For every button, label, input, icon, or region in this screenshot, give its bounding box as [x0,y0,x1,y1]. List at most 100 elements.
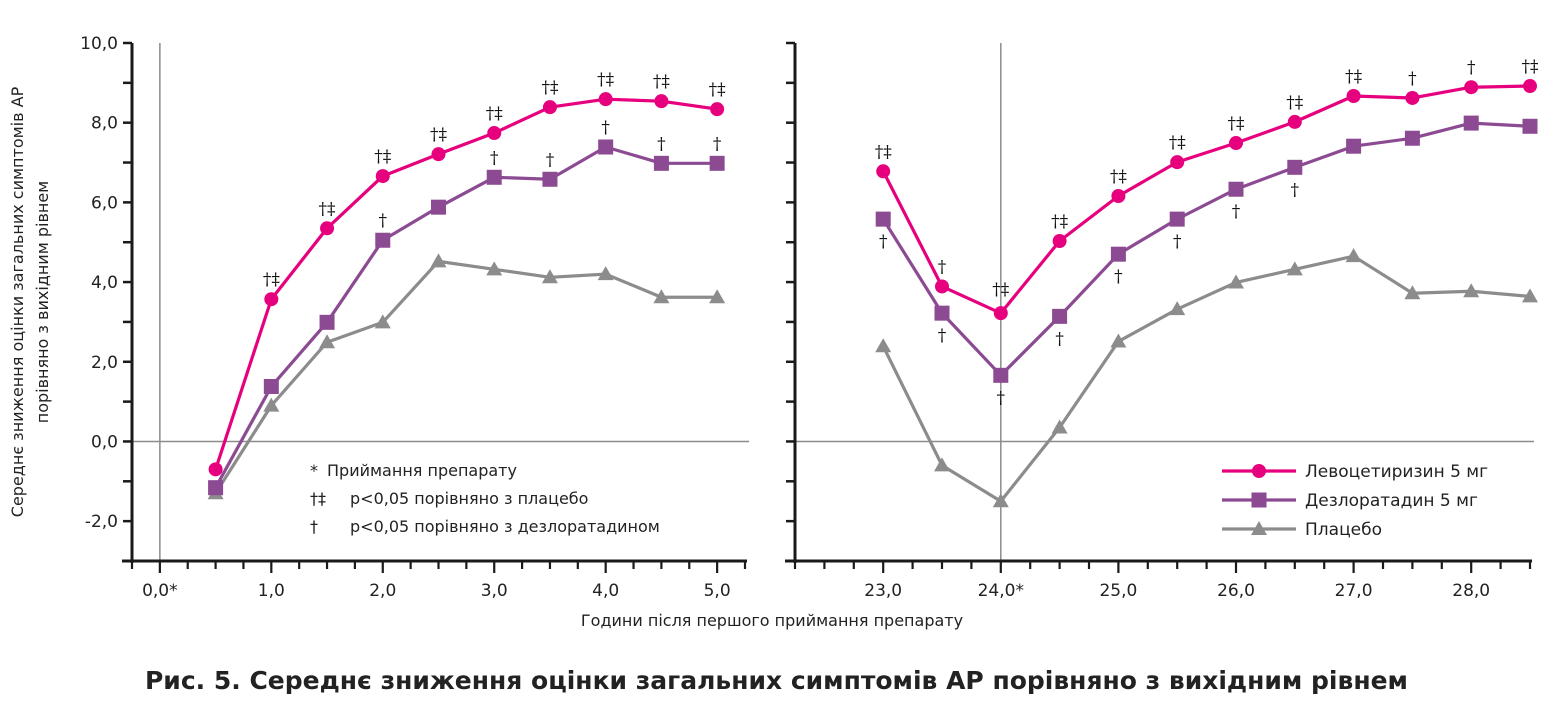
data-point-levo [542,100,557,115]
chart: Середнє зниження оцінки загальних симпто… [8,34,1540,630]
legend-item-desl: Дезлоратадин 5 мг [1222,491,1478,511]
data-point-plac [1286,261,1303,276]
significance-mark-levo: †‡ [263,270,281,290]
significance-mark-desl: † [713,134,722,154]
series-line-plac [881,254,1531,503]
data-point-desl [653,155,669,171]
data-point-plac [597,266,614,281]
x-tick-label: 27,0 [1335,581,1373,601]
data-point-desl [1228,181,1244,197]
data-point-plac [374,314,391,329]
legend-label-desl: Дезлоратадин 5 мг [1305,491,1478,511]
x-tick-label: 5,0 [704,581,731,601]
data-point-desl [1169,211,1185,227]
note-symbol-asterisk: * [310,461,318,480]
x-tick-label: 1,0 [258,581,285,601]
series-desl: † † † † † † † † [875,115,1538,408]
data-point-levo [431,147,446,162]
significance-mark-levo: †‡ [875,142,893,162]
data-point-levo [1523,79,1537,94]
data-point-desl [263,378,279,394]
significance-mark-levo: †‡ [541,78,559,98]
data-point-levo [1229,136,1243,151]
x-tick-label: 3,0 [481,581,508,601]
legend-label-plac: Плацебо [1305,520,1382,540]
data-point-levo [320,221,335,236]
x-tick-label: 23,0 [864,581,902,601]
data-point-desl [319,314,335,330]
significance-mark-desl: † [546,150,555,170]
data-point-desl [875,211,891,227]
data-point-plac [709,289,726,304]
note-text-asterisk: Приймання препарату [327,461,517,480]
x-axis-label: Години після першого приймання препарату [581,611,963,630]
data-point-desl [1463,115,1479,131]
data-point-plac [934,457,950,472]
data-point-levo [1287,114,1302,129]
legend-marker-circle-icon [1252,464,1266,478]
legend-label-levo: Левоцетиризин 5 мг [1305,462,1488,482]
y-axis-label: Середнє зниження оцінки загальних симпто… [8,86,52,517]
data-point-desl [542,171,558,187]
significance-mark-levo: †‡ [1286,93,1304,113]
y-axis-label-line-1: Середнє зниження оцінки загальних симпто… [8,86,27,517]
data-point-levo [264,292,279,307]
data-point-desl [1522,118,1538,134]
data-point-levo [654,94,669,109]
significance-mark-desl: † [1291,180,1300,200]
significance-mark-levo: †‡ [597,70,615,90]
data-point-desl [208,480,224,496]
data-point-desl [1052,308,1068,324]
significance-mark-levo: †‡ [319,199,337,219]
y-tick-label: 10,0 [80,34,118,54]
figure-caption: Рис. 5. Середнє зниження оцінки загальни… [144,666,1408,695]
data-point-plac [1463,283,1480,298]
significance-mark-desl: † [879,232,888,252]
x-tick-label: 25,0 [1099,581,1137,601]
series-line-desl [881,121,1531,377]
significance-mark-desl: † [1114,267,1123,287]
data-point-plac [486,261,503,276]
significance-mark-desl: † [997,388,1006,408]
data-point-levo [1464,80,1479,95]
data-point-levo [1405,90,1420,105]
significance-mark-levo: †‡ [430,125,448,145]
data-point-desl [934,305,950,321]
data-point-plac [1110,333,1127,348]
series-plac [875,248,1538,508]
data-point-levo [598,92,613,107]
data-point-plac [1522,288,1538,303]
series-plac [207,253,726,500]
significance-mark-desl: † [657,134,666,154]
y-tick-label: 8,0 [91,114,118,134]
data-point-desl [1404,130,1420,146]
x-tick-label: 2,0 [369,581,396,601]
legend-marker-square-icon [1251,492,1267,508]
series-line-levo [214,97,718,470]
series-levo: †‡ †‡ †‡ †‡ †‡ †‡ †‡ †‡ †‡ [208,70,727,477]
significance-mark-desl: † [379,211,388,231]
significance-mark-levo: †‡ [1051,212,1069,232]
data-point-levo [1346,88,1361,103]
x-tick-label: 24,0* [978,581,1024,601]
significance-mark-levo: †‡ [1169,133,1187,153]
y-axis-label-line-2: порівняно з вихідним рівнем [33,181,52,424]
legend-item-levo: Левоцетиризин 5 мг [1222,462,1488,482]
x-tick-label: 26,0 [1217,581,1255,601]
significance-mark-levo: †‡ [486,104,504,124]
legend-item-plac: Плацебо [1222,520,1382,540]
significance-mark-levo: †‡ [374,147,392,167]
significance-mark-levo: †‡ [992,280,1010,300]
data-point-desl [1346,138,1362,154]
data-point-plac [1404,285,1421,300]
significance-mark-desl: † [938,326,947,346]
significance-mark-levo: †‡ [1522,57,1540,77]
data-point-levo [487,126,502,141]
significance-mark-levo: †‡ [1110,167,1128,187]
data-point-plac [1051,419,1068,434]
significance-mark-levo: † [1467,58,1476,78]
data-point-plac [263,397,280,412]
significance-mark-levo: †‡ [709,80,727,100]
legend: Левоцетиризин 5 мг Дезлоратадин 5 мг Плаце… [1222,462,1488,540]
data-point-levo [1111,189,1126,204]
